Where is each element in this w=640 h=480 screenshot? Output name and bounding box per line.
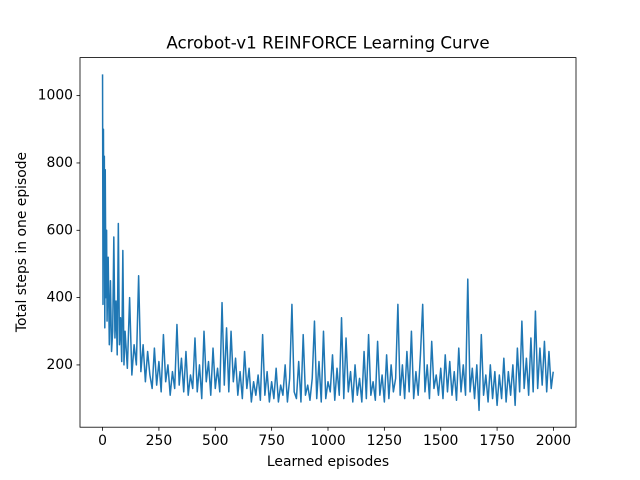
y-tick-label: 200 — [46, 357, 73, 373]
y-axis-label: Total steps in one episode — [14, 152, 30, 333]
x-tick-label: 2000 — [536, 433, 571, 449]
data-line — [101, 74, 554, 412]
x-tick-label: 1250 — [367, 433, 402, 449]
x-tick-label: 1750 — [479, 433, 514, 449]
x-tick-label: 500 — [202, 433, 229, 449]
y-tick-label: 400 — [46, 290, 73, 306]
x-axis-label: Learned episodes — [267, 454, 389, 470]
x-tick-label: 0 — [98, 433, 107, 449]
chart-title: Acrobot-v1 REINFORCE Learning Curve — [166, 33, 489, 53]
axes-frame — [79, 57, 577, 428]
x-tick-label: 750 — [258, 433, 285, 449]
x-tick-label: 1000 — [310, 433, 345, 449]
y-tick-label: 800 — [46, 155, 73, 171]
y-tick-label: 600 — [46, 222, 73, 238]
x-tick-label: 250 — [146, 433, 173, 449]
y-tick-label: 1000 — [38, 88, 73, 104]
x-tick-label: 1500 — [423, 433, 458, 449]
